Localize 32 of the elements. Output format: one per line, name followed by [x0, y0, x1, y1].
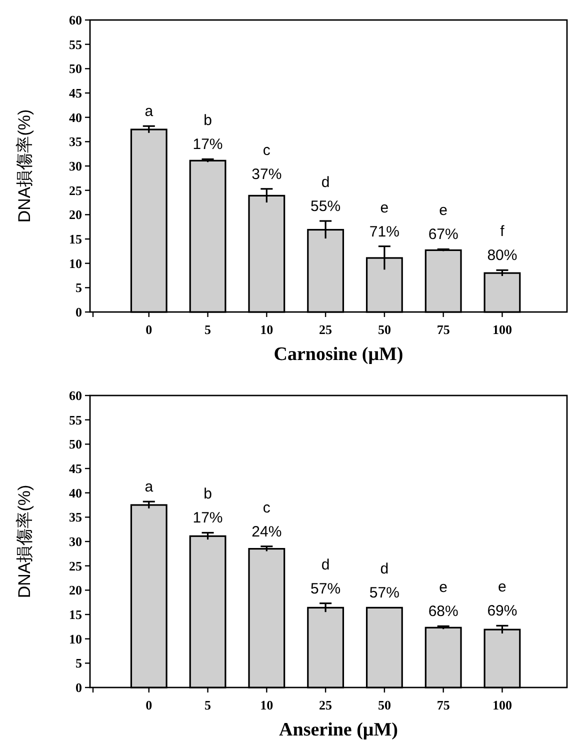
x-tick-label: 5	[204, 698, 212, 712]
x-tick-label: 10	[260, 698, 274, 712]
data-label: b 17%	[192, 486, 223, 527]
data-label: d 55%	[310, 174, 341, 215]
x-tick-label: 5	[204, 322, 212, 337]
data-label: a	[144, 103, 154, 120]
x-tick-label: 100	[492, 698, 512, 712]
data-label: e 68%	[428, 579, 458, 620]
data-label: b 17%	[192, 112, 223, 154]
x-tick-label: 25	[319, 698, 333, 712]
data-label: e 71%	[369, 199, 400, 240]
x-tick-label: 25	[319, 322, 333, 337]
data-label: e 67%	[428, 202, 458, 244]
data-label: f 80%	[487, 223, 518, 264]
y-axis-title: DNA損傷率(%)	[15, 109, 34, 223]
x-tick-label: 100	[492, 322, 512, 337]
x-tick-label: 50	[378, 698, 391, 712]
data-label: a	[144, 478, 154, 496]
x-tick-label: 75	[436, 322, 450, 337]
data-label: c 37%	[252, 142, 282, 183]
x-axis-title: Carnosine (μM)	[274, 344, 404, 365]
x-tick-label: 10	[260, 322, 274, 337]
data-label: c 24%	[252, 499, 282, 540]
y-axis-title: DNA損傷率(%)	[15, 484, 34, 598]
data-label: d 57%	[369, 560, 400, 602]
x-axis-title: Anserine (μM)	[279, 720, 398, 740]
data-label: d 57%	[310, 556, 341, 598]
x-tick-label: 50	[378, 322, 391, 337]
data-label: e 69%	[487, 578, 518, 620]
x-tick-label: 75	[436, 698, 450, 712]
x-tick-label: 0	[146, 322, 152, 337]
x-tick-label: 0	[146, 698, 152, 712]
